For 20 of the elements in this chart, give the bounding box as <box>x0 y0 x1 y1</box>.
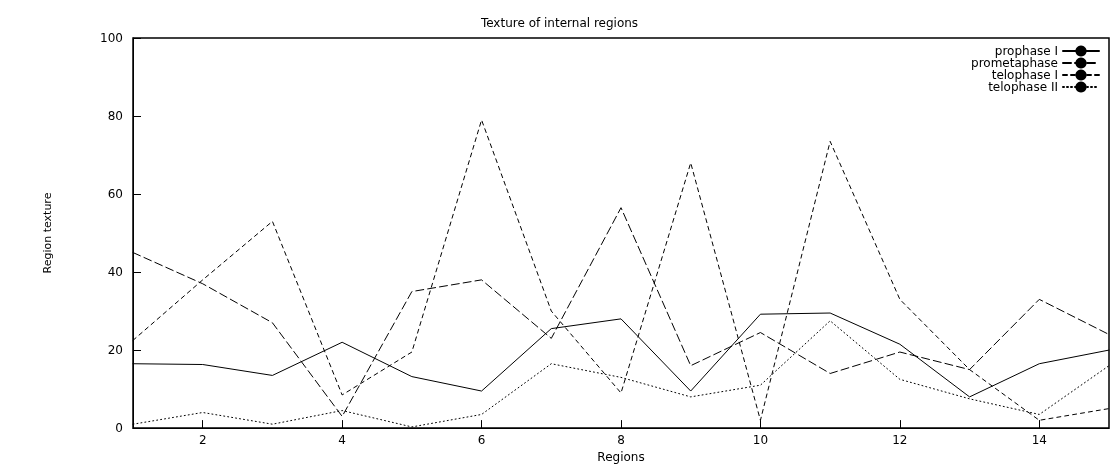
y-tick-label: 80 <box>107 109 123 124</box>
legend-label: telophase I <box>991 68 1058 82</box>
x-tick-label: 14 <box>1031 433 1047 448</box>
chart-title: Texture of internal regions <box>479 16 639 30</box>
x-tick-label: 4 <box>338 433 346 448</box>
y-tick-label: 40 <box>107 265 123 280</box>
y-axis-title: Region texture <box>41 192 54 274</box>
legend-label: telophase II <box>988 80 1058 94</box>
y-tick-label: 0 <box>115 421 123 436</box>
y-tick-label: 100 <box>100 31 123 45</box>
x-tick-label: 2 <box>198 433 207 448</box>
x-tick-label: 6 <box>477 433 486 448</box>
x-tick-label: 12 <box>892 433 908 448</box>
x-tick-label: 8 <box>617 433 625 448</box>
y-tick-label: 20 <box>107 343 123 358</box>
legend-label: prophase I <box>994 44 1058 58</box>
x-tick-label: 10 <box>752 433 769 448</box>
legend-label: prometaphase <box>971 56 1058 70</box>
x-axis-title: Regions <box>597 450 645 464</box>
y-tick-label: 60 <box>107 187 123 202</box>
